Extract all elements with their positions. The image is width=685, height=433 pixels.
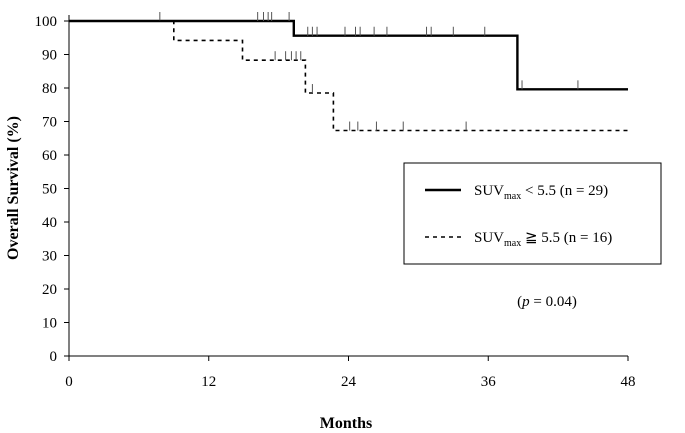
x-tick-label: 24 (341, 374, 357, 390)
y-tick-label: 70 (42, 115, 57, 131)
y-tick-label: 50 (42, 182, 57, 198)
axes: 0 10 20 30 40 50 60 70 80 90 100 0 12 24 36 48 (35, 14, 636, 390)
y-tick-label: 100 (35, 14, 58, 30)
y-tick-label: 90 (42, 48, 57, 64)
y-tick-label: 20 (42, 282, 57, 298)
legend-label: SUVmax ≧ 5.5 (n = 16) (474, 230, 612, 249)
x-tick-label: 48 (621, 374, 636, 390)
x-tick-label: 0 (65, 374, 73, 390)
x-axis-title: Months (320, 415, 372, 432)
legend-box (403, 162, 662, 265)
y-tick-label: 40 (42, 215, 57, 231)
p-value-annotation: (p = 0.04) (517, 294, 577, 310)
y-axis-title: Overall Survival (%) (5, 116, 22, 260)
survival-curve-high-suv (69, 20, 628, 132)
y-tick-label: 60 (42, 148, 57, 164)
survival-curve-low-suv (69, 19, 628, 91)
series-layer (69, 12, 628, 132)
y-tick-label: 10 (42, 316, 57, 332)
y-tick-label: 0 (50, 349, 58, 365)
series-1 (69, 12, 628, 91)
legend: SUVmax < 5.5 (n = 29) SUVmax ≧ 5.5 (n = 1… (403, 162, 662, 310)
x-tick-label: 12 (201, 374, 216, 390)
legend-label: SUVmax < 5.5 (n = 29) (474, 183, 608, 202)
y-tick-label: 30 (42, 249, 57, 265)
y-tick-label: 80 (42, 81, 57, 97)
x-tick-label: 36 (481, 374, 497, 390)
series-2 (69, 20, 628, 132)
